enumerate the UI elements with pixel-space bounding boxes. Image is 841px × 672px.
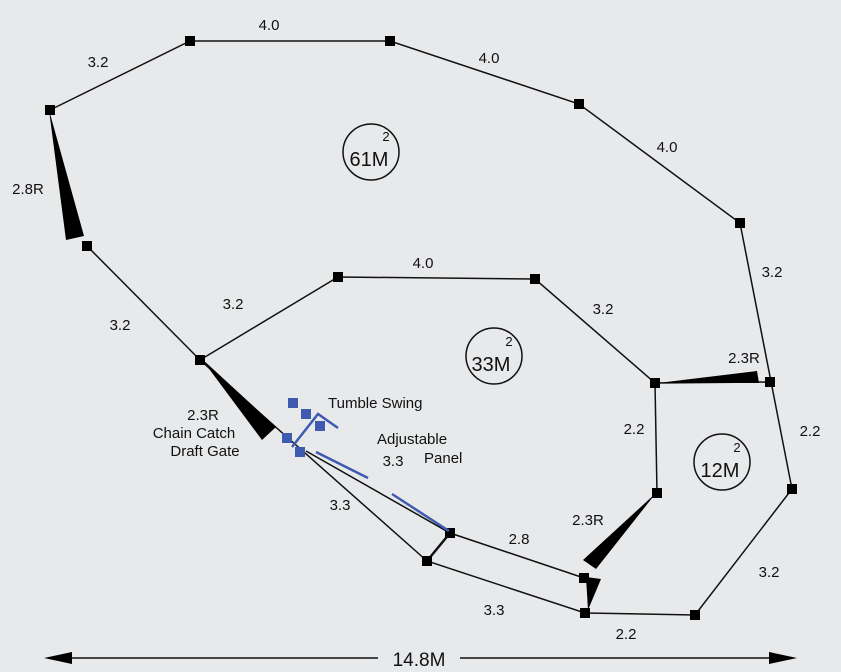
swing-post xyxy=(315,421,325,431)
post xyxy=(650,378,660,388)
area-middle: 33M 2 xyxy=(465,327,523,385)
adjustable-label: Adjustable xyxy=(377,431,447,448)
dim-outer-left-gate: 2.8R xyxy=(12,181,44,198)
gate-size-label: 2.3R xyxy=(187,407,219,424)
post xyxy=(195,355,205,365)
dim-right-upper: 3.2 xyxy=(762,264,783,281)
dim-middle-vertical: 2.2 xyxy=(624,421,645,438)
dim-outer-top-left: 3.2 xyxy=(88,54,109,71)
post xyxy=(690,610,700,620)
gate-lower-middle xyxy=(583,493,656,569)
dim-race-inner: 3.3 xyxy=(383,453,404,470)
dim-outer-top-right: 4.0 xyxy=(479,50,500,67)
dim-bottom-right: 2.2 xyxy=(616,626,637,643)
dimension-labels: 3.2 4.0 4.0 4.0 2.8R 3.2 3.2 4.0 3.2 3.2… xyxy=(12,17,820,643)
gate-right-divider xyxy=(658,371,759,383)
post xyxy=(765,377,775,387)
tumble-swing-label: Tumble Swing xyxy=(328,395,422,412)
dim-inner-left: 3.2 xyxy=(223,296,244,313)
swing-post xyxy=(301,409,311,419)
dim-right-outer: 2.2 xyxy=(800,423,821,440)
post xyxy=(652,488,662,498)
draft-gate-label: Draft Gate xyxy=(170,443,239,460)
tumble-swing-markers xyxy=(282,398,325,457)
post xyxy=(82,241,92,251)
area-top: 61M 2 xyxy=(342,123,400,181)
dim-right-gate: 2.3R xyxy=(728,350,760,367)
dim-inner-top: 4.0 xyxy=(413,255,434,272)
gate-race-end xyxy=(586,577,601,610)
post xyxy=(580,608,590,618)
overall-width-dimension: 14.8M xyxy=(44,650,797,671)
area-markers: 61M 2 33M 2 12M 2 xyxy=(342,123,751,491)
adjustable-panel-line xyxy=(315,450,369,480)
area-circle xyxy=(693,433,751,491)
post xyxy=(385,36,395,46)
dim-right-lower: 3.2 xyxy=(759,564,780,581)
area-superscript: 2 xyxy=(733,440,740,455)
post xyxy=(574,99,584,109)
dim-outer-right-upper: 4.0 xyxy=(657,139,678,156)
area-circle xyxy=(465,327,523,385)
gate-chain-catch xyxy=(201,358,276,440)
outer-fence xyxy=(49,40,793,616)
tumble-swing-frame xyxy=(291,412,339,448)
post xyxy=(422,556,432,566)
arrow-left-icon xyxy=(44,652,72,664)
dim-race-end: 2.8 xyxy=(509,531,530,548)
dim-outer-left-lower: 3.2 xyxy=(110,317,131,334)
area-superscript: 2 xyxy=(382,129,389,144)
area-right: 12M 2 xyxy=(693,433,751,491)
overall-width-label: 14.8M xyxy=(393,650,446,671)
panel-label: Panel xyxy=(424,450,462,467)
blue-equipment xyxy=(282,398,450,533)
area-value: 33M xyxy=(472,354,511,376)
race-inner-fence xyxy=(305,450,585,579)
area-circle xyxy=(342,123,400,181)
swing-post xyxy=(282,433,292,443)
gates xyxy=(49,110,759,610)
gate-outer-left xyxy=(49,110,84,240)
post xyxy=(787,484,797,494)
post xyxy=(445,528,455,538)
fence-lines xyxy=(49,40,793,616)
swing-post xyxy=(295,447,305,457)
chain-catch-label: Chain Catch xyxy=(153,425,236,442)
dim-inner-right: 3.2 xyxy=(593,301,614,318)
adjustable-panel-line xyxy=(391,492,450,533)
post xyxy=(530,274,540,284)
post xyxy=(45,105,55,115)
annotations: 2.3R Chain Catch Draft Gate Tumble Swing… xyxy=(153,395,463,467)
post xyxy=(185,36,195,46)
dim-lower-gate: 2.3R xyxy=(572,512,604,529)
post xyxy=(735,218,745,228)
post xyxy=(579,573,589,583)
area-value: 12M xyxy=(701,460,740,482)
swing-post xyxy=(288,398,298,408)
dim-outer-top: 4.0 xyxy=(259,17,280,34)
area-value: 61M xyxy=(350,149,389,171)
post xyxy=(333,272,343,282)
arrow-right-icon xyxy=(769,652,797,664)
posts xyxy=(45,36,797,620)
area-superscript: 2 xyxy=(505,334,512,349)
dim-race-left: 3.3 xyxy=(330,497,351,514)
dim-race-bottom: 3.3 xyxy=(484,602,505,619)
